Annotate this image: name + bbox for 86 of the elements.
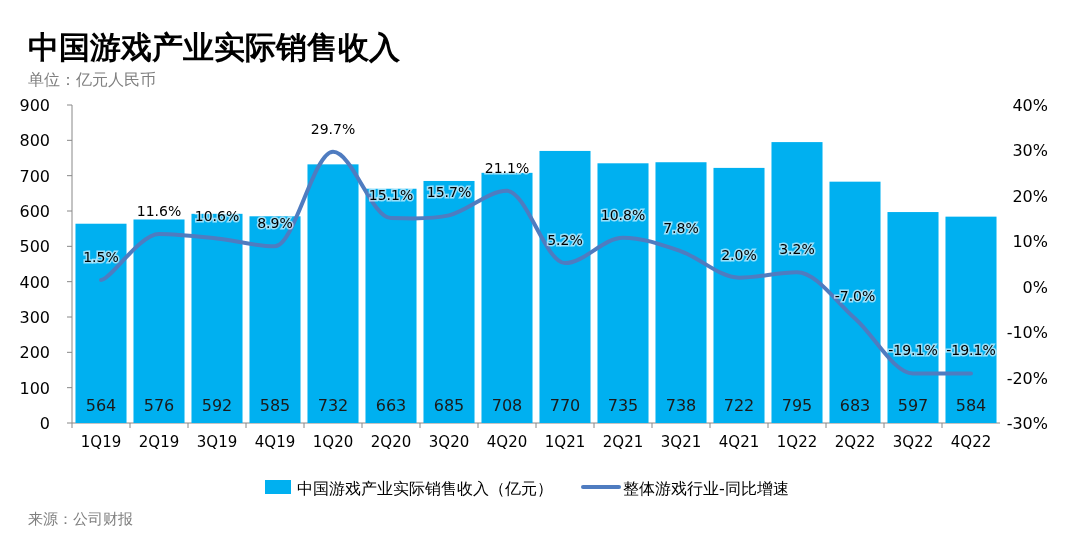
y2-tick-label: 0% — [1022, 277, 1048, 297]
x-tick-label: 4Q22 — [950, 433, 992, 451]
data-label: 15.7% — [426, 184, 472, 201]
y-tick-label: 0 — [39, 414, 50, 433]
y2-tick-label: -30% — [1006, 414, 1048, 433]
data-label: 564 — [85, 396, 117, 415]
bar — [771, 142, 823, 423]
x-tick-label: 3Q20 — [428, 433, 470, 451]
y-tick-label: 900 — [19, 96, 50, 115]
data-label: 5.2% — [547, 232, 583, 249]
y-tick-label: 200 — [19, 343, 50, 363]
data-label: 11.6% — [136, 203, 182, 220]
x-tick-label: 2Q21 — [602, 433, 644, 451]
source-note: 来源：公司财报 — [28, 510, 133, 528]
bar — [307, 164, 359, 423]
bar — [423, 180, 475, 423]
data-label: 738 — [665, 396, 697, 415]
data-label: 795 — [781, 396, 813, 415]
y-tick-label: 700 — [19, 166, 50, 186]
data-label: 735 — [607, 396, 639, 415]
x-tick-label: 3Q19 — [196, 433, 238, 451]
data-label: 21.1% — [484, 159, 530, 176]
data-label: 732 — [317, 396, 349, 415]
y2-tick-label: 10% — [1012, 232, 1048, 252]
bar — [249, 216, 301, 423]
x-tick-label: 3Q21 — [660, 433, 702, 451]
x-tick-label: 2Q22 — [834, 433, 876, 451]
data-label: 3.2% — [779, 241, 815, 258]
bar — [133, 219, 185, 423]
data-label: 592 — [201, 396, 233, 415]
data-label: 585 — [259, 396, 291, 415]
data-label: 722 — [723, 396, 755, 415]
data-label: 1.5% — [83, 248, 119, 265]
data-label: -19.1% — [946, 342, 996, 359]
bar — [481, 172, 533, 423]
x-tick-label: 2Q20 — [370, 433, 412, 451]
bar — [655, 162, 707, 423]
data-label: -7.0% — [834, 287, 876, 304]
bar — [713, 167, 765, 423]
data-label: 10.8% — [600, 206, 646, 223]
legend-label: 整体游戏行业-同比增速 — [623, 479, 789, 498]
bar — [191, 213, 243, 423]
bar — [75, 223, 127, 423]
y-tick-label: 500 — [19, 237, 50, 257]
data-label: 15.1% — [368, 187, 414, 204]
y2-tick-label: -20% — [1006, 368, 1048, 388]
y-tick-label: 800 — [19, 131, 50, 151]
x-tick-label: 1Q21 — [544, 433, 586, 451]
chart-subtitle: 单位：亿元人民币 — [28, 70, 156, 89]
data-label: 708 — [491, 396, 523, 415]
bar — [539, 150, 591, 423]
bar — [945, 216, 997, 423]
data-label: 683 — [839, 396, 871, 415]
data-label: 7.8% — [663, 220, 699, 237]
x-tick-label: 2Q19 — [138, 433, 180, 451]
bar — [887, 212, 939, 423]
data-label: 29.7% — [310, 120, 356, 137]
chart-title: 中国游戏产业实际销售收入 — [28, 29, 401, 65]
y-tick-label: 300 — [19, 308, 50, 327]
data-label: 685 — [433, 396, 465, 415]
y-tick-label: 400 — [19, 272, 50, 292]
bar — [829, 181, 881, 423]
data-label: 576 — [143, 396, 175, 415]
x-tick-label: 1Q20 — [312, 433, 354, 451]
y-tick-label: 100 — [19, 378, 50, 398]
data-label: 8.9% — [257, 215, 293, 232]
x-tick-label: 4Q21 — [718, 433, 760, 451]
x-tick-label: 3Q22 — [892, 433, 934, 451]
y-tick-label: 600 — [19, 202, 50, 221]
x-tick-label: 1Q22 — [776, 433, 818, 451]
y2-tick-label: 30% — [1012, 141, 1048, 161]
x-tick-label: 1Q19 — [80, 433, 122, 451]
data-label: -19.1% — [888, 342, 938, 359]
x-tick-label: 4Q19 — [254, 433, 296, 451]
data-label: 663 — [375, 396, 407, 415]
y2-tick-label: 20% — [1012, 186, 1048, 206]
y2-tick-label: 40% — [1012, 96, 1048, 115]
bar — [597, 163, 649, 423]
legend-label: 中国游戏产业实际销售收入（亿元） — [297, 479, 553, 498]
y2-tick-label: -10% — [1006, 323, 1048, 343]
data-label: 2.0% — [721, 246, 757, 263]
data-label: 584 — [955, 396, 987, 415]
data-label: 770 — [549, 396, 581, 415]
bar — [365, 188, 417, 423]
data-label: 597 — [897, 396, 929, 415]
x-tick-label: 4Q20 — [486, 433, 528, 451]
